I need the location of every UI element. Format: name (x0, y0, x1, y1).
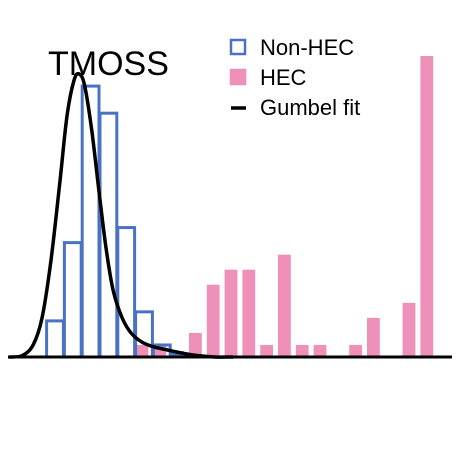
hec-bar (313, 344, 327, 357)
non-hec-bar (98, 111, 119, 359)
legend-swatch-hec (229, 68, 247, 86)
legend-swatch-non-hec (229, 38, 247, 56)
hec-bar (206, 284, 220, 357)
hec-bar (260, 344, 273, 357)
legend-label-gumbel-fit: Gumbel fit (260, 95, 360, 120)
hec-bars (135, 56, 434, 357)
non-hec-bar (62, 241, 83, 359)
chart-title: TMOSS (48, 45, 169, 83)
hec-bar (242, 269, 256, 357)
non-hec-bars (45, 84, 190, 359)
hec-bar (224, 269, 238, 357)
legend-label-non-hec: Non-HEC (260, 35, 354, 60)
hec-bar (420, 56, 434, 357)
hec-bar (402, 302, 416, 357)
legend-label-hec: HEC (260, 65, 307, 90)
non-hec-bar (116, 226, 137, 359)
hec-bar (189, 332, 202, 357)
hec-bar (367, 317, 380, 357)
hec-bar (349, 344, 362, 357)
non-hec-bar (45, 319, 65, 359)
hec-bar (295, 344, 309, 357)
gumbel-fit-curve (8, 71, 235, 359)
hec-bar (278, 254, 291, 357)
legend: Non-HEC HEC Gumbel fit (229, 35, 360, 120)
hec-bar (135, 344, 149, 357)
